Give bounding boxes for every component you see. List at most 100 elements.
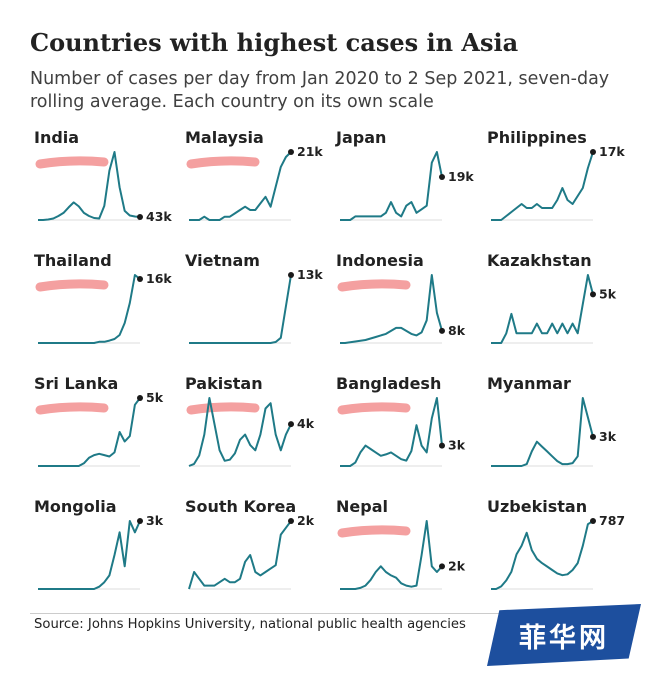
panel-chart: 2k <box>188 513 315 590</box>
panel-title: India <box>34 128 80 147</box>
panel-chart: 4k <box>186 397 315 467</box>
highlight-stroke <box>337 279 411 292</box>
panel-bangladesh: 3k Bangladesh <box>336 374 486 497</box>
highlight-stroke <box>186 402 260 415</box>
latest-value-label: 3k <box>599 429 617 444</box>
latest-value-label: 2k <box>297 513 315 528</box>
panel-chart: 21k <box>186 144 323 221</box>
highlight-stroke <box>35 279 109 292</box>
panel-chart: 2k <box>337 520 466 590</box>
highlight-stroke <box>35 156 109 169</box>
latest-value-marker <box>439 174 445 181</box>
highlight-stroke <box>186 156 260 169</box>
series-line <box>38 520 141 590</box>
series-line <box>38 151 141 221</box>
series-line <box>189 151 292 221</box>
chart-subtitle: Number of cases per day from Jan 2020 to… <box>30 69 610 112</box>
panel-chart: 787 <box>491 513 625 590</box>
panel-chart: 3k <box>38 513 164 590</box>
latest-value-marker <box>137 518 143 524</box>
panel-title: Mongolia <box>34 497 117 516</box>
chart-title: Countries with highest cases in Asia <box>30 28 519 57</box>
panel-title: Kazakhstan <box>487 251 592 270</box>
series-line <box>340 151 443 221</box>
series-line <box>340 397 443 467</box>
highlight-stroke <box>337 402 411 415</box>
panel-chart: 19k <box>340 151 474 221</box>
panel-title: Sri Lanka <box>34 374 119 393</box>
latest-value-label: 19k <box>448 169 474 184</box>
latest-value-marker <box>439 327 445 334</box>
latest-value-marker <box>590 149 596 155</box>
panel-philippines: 17k Philippines <box>487 128 637 251</box>
latest-value-marker <box>288 518 294 524</box>
panel-title: Philippines <box>487 128 587 147</box>
panel-chart: 5k <box>491 274 617 344</box>
panel-nepal: 2k Nepal <box>336 497 486 620</box>
panel-japan: 19k Japan <box>336 128 486 251</box>
panel-chart: 17k <box>491 144 625 221</box>
panel-title: Indonesia <box>336 251 424 270</box>
series-line <box>38 274 141 344</box>
latest-value-marker <box>288 421 294 428</box>
panel-uzbekistan: 787 Uzbekistan <box>487 497 637 620</box>
latest-value-marker <box>137 213 143 220</box>
panel-pakistan: 4k Pakistan <box>185 374 335 497</box>
latest-value-label: 787 <box>599 513 625 528</box>
latest-value-label: 4k <box>297 416 315 431</box>
panel-mongolia: 3k Mongolia <box>34 497 184 620</box>
panel-title: Thailand <box>34 251 112 270</box>
series-line <box>189 274 292 344</box>
panel-title: Malaysia <box>185 128 264 147</box>
latest-value-label: 13k <box>297 267 323 282</box>
panel-title: Pakistan <box>185 374 263 393</box>
highlight-stroke <box>35 402 109 415</box>
latest-value-label: 17k <box>599 144 625 159</box>
panel-sri-lanka: 5k Sri Lanka <box>34 374 184 497</box>
panel-title: Japan <box>336 128 387 147</box>
panel-title: Myanmar <box>487 374 571 393</box>
panel-thailand: 16k Thailand <box>34 251 184 374</box>
series-line <box>340 274 443 344</box>
latest-value-marker <box>288 149 294 155</box>
panel-chart: 3k <box>337 397 466 467</box>
latest-value-marker <box>137 276 143 282</box>
series-line <box>340 520 443 590</box>
panel-title: South Korea <box>185 497 297 516</box>
latest-value-marker <box>590 433 596 440</box>
panel-title: Bangladesh <box>336 374 442 393</box>
source-note: Source: Johns Hopkins University, nation… <box>34 617 466 632</box>
panel-chart: 43k <box>35 151 172 224</box>
series-line <box>491 397 594 467</box>
latest-value-marker <box>137 395 143 401</box>
panel-chart: 13k <box>189 267 323 344</box>
latest-value-label: 21k <box>297 144 323 159</box>
panel-chart: 5k <box>35 390 164 467</box>
latest-value-marker <box>288 272 294 278</box>
series-line <box>188 397 292 467</box>
panel-title: Nepal <box>336 497 388 516</box>
series-line <box>491 151 594 221</box>
series-line <box>491 274 594 344</box>
panel-india: 43k India <box>34 128 184 251</box>
panel-malaysia: 21k Malaysia <box>185 128 335 251</box>
panel-chart: 8k <box>337 274 466 344</box>
panel-south-korea: 2k South Korea <box>185 497 335 620</box>
latest-value-marker <box>439 563 445 570</box>
panel-chart: 16k <box>35 271 172 344</box>
watermark-text: 菲华网 <box>519 622 609 654</box>
latest-value-label: 16k <box>146 271 172 286</box>
series-line <box>38 397 141 467</box>
latest-value-marker <box>590 291 596 298</box>
latest-value-label: 43k <box>146 209 172 224</box>
latest-value-label: 5k <box>146 390 164 405</box>
latest-value-label: 2k <box>448 558 466 573</box>
footer-divider <box>30 613 630 614</box>
latest-value-marker <box>439 442 445 449</box>
series-line <box>188 520 292 590</box>
panel-chart: 3k <box>491 397 617 467</box>
highlight-stroke <box>337 525 411 538</box>
panel-indonesia: 8k Indonesia <box>336 251 486 374</box>
latest-value-marker <box>590 518 596 524</box>
series-line <box>491 520 594 590</box>
